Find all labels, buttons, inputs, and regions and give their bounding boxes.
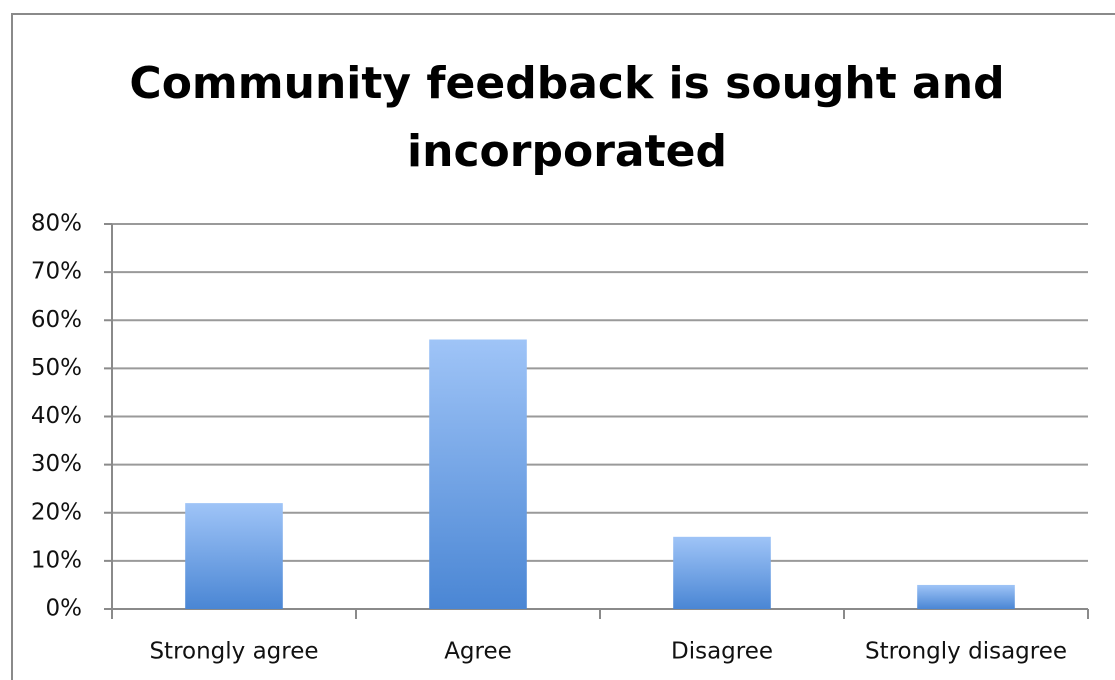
bar <box>429 339 527 609</box>
y-tick-label: 50% <box>31 355 82 381</box>
y-tick-label: 60% <box>31 307 82 333</box>
y-tick-label: 20% <box>31 499 82 525</box>
bar <box>673 536 771 609</box>
bar <box>917 584 1015 609</box>
chart-title: Community feedback is sought and incorpo… <box>129 58 1005 177</box>
x-tick-label: Disagree <box>671 639 773 665</box>
bar <box>185 503 283 609</box>
x-tick-label: Agree <box>444 639 512 665</box>
x-tick-label: Strongly disagree <box>865 639 1067 665</box>
y-tick-label: 70% <box>31 259 82 285</box>
y-tick-label: 40% <box>31 403 82 429</box>
y-tick-label: 30% <box>31 451 82 477</box>
y-tick-label: 80% <box>31 211 82 237</box>
x-tick-label: Strongly agree <box>149 639 318 665</box>
y-tick-label: 10% <box>31 547 82 573</box>
y-tick-label: 0% <box>46 596 83 622</box>
